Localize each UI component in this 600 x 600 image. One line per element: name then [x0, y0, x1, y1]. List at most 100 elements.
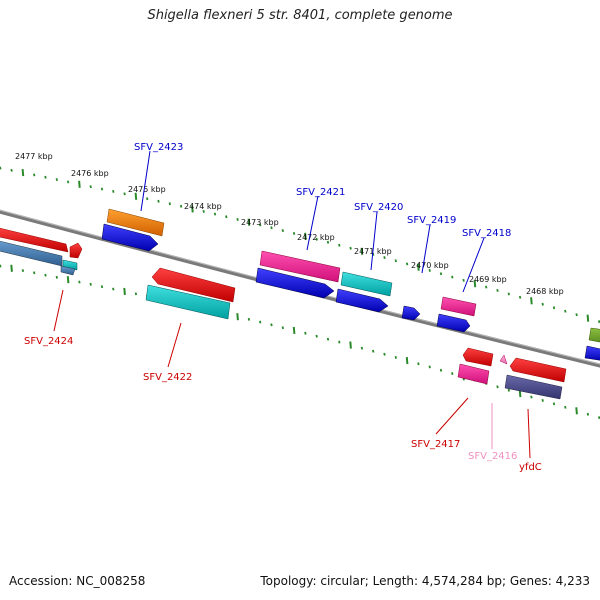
- minor-tick: [349, 246, 352, 250]
- minor-tick: [315, 334, 318, 338]
- kbp-label: 2474 kbp: [184, 202, 222, 211]
- minor-tick: [10, 168, 13, 172]
- gene-feature[interactable]: [145, 284, 231, 320]
- leader-line: [527, 408, 531, 459]
- gene-feature[interactable]: [436, 313, 471, 333]
- minor-tick: [225, 215, 228, 219]
- accession-text: Accession: NC_008258: [9, 574, 146, 588]
- minor-tick: [552, 306, 556, 310]
- kbp-label: 2468 kbp: [526, 287, 564, 296]
- minor-tick: [451, 372, 454, 376]
- minor-tick: [552, 402, 556, 406]
- minor-tick: [326, 337, 330, 341]
- gene-feature[interactable]: [106, 208, 165, 237]
- minor-tick: [518, 295, 522, 299]
- major-tick: [10, 264, 13, 272]
- gene-label[interactable]: SFV_2424: [24, 336, 73, 347]
- minor-tick: [66, 180, 70, 184]
- major-tick: [586, 314, 590, 322]
- major-tick: [292, 326, 296, 334]
- major-tick: [191, 205, 194, 213]
- major-tick: [78, 180, 81, 188]
- minor-tick: [507, 292, 510, 296]
- gene-label[interactable]: SFV_2422: [143, 372, 192, 383]
- gene-feature[interactable]: [588, 327, 600, 343]
- minor-tick: [0, 264, 2, 268]
- gene-feature[interactable]: [335, 288, 389, 313]
- major-tick: [134, 192, 138, 200]
- minor-tick: [236, 217, 239, 221]
- gene-feature[interactable]: [60, 265, 76, 276]
- minor-tick: [33, 173, 36, 177]
- minor-tick: [304, 331, 307, 335]
- minor-tick: [541, 398, 544, 402]
- gene-label[interactable]: SFV_2419: [407, 215, 456, 226]
- minor-tick: [394, 259, 397, 263]
- minor-tick: [100, 285, 104, 289]
- gene-feature[interactable]: [401, 305, 421, 321]
- minor-tick: [259, 320, 262, 324]
- leader-line: [53, 289, 64, 332]
- minor-tick: [541, 302, 544, 306]
- gene-label[interactable]: SFV_2420: [354, 202, 403, 213]
- minor-tick: [123, 192, 126, 196]
- gene-feature[interactable]: [584, 345, 600, 361]
- kbp-label: 2469 kbp: [469, 275, 507, 284]
- gene-feature[interactable]: [255, 267, 335, 299]
- minor-tick: [55, 178, 58, 182]
- minor-tick: [338, 340, 341, 344]
- outer-tick-track: [0, 166, 600, 324]
- gene-feature[interactable]: [462, 347, 494, 367]
- minor-tick: [394, 355, 397, 359]
- leader-line: [462, 237, 485, 293]
- minor-tick: [146, 197, 149, 201]
- minor-tick: [405, 262, 409, 266]
- gene-label[interactable]: SFV_2421: [296, 187, 345, 198]
- gene-label[interactable]: SFV_2423: [134, 142, 183, 153]
- gene-label[interactable]: SFV_2418: [462, 228, 511, 239]
- minor-tick: [485, 285, 488, 289]
- gene-feature[interactable]: [0, 227, 69, 253]
- gene-feature[interactable]: [101, 223, 159, 252]
- minor-tick: [157, 199, 160, 203]
- minor-tick: [315, 237, 318, 241]
- major-tick: [473, 280, 477, 288]
- gene-label[interactable]: yfdC: [519, 462, 542, 473]
- leader-line: [167, 322, 182, 368]
- gene-feature[interactable]: [440, 296, 477, 317]
- gene-feature[interactable]: [509, 357, 567, 383]
- leader-line: [435, 397, 469, 435]
- minor-tick: [270, 323, 273, 327]
- major-tick: [123, 287, 126, 295]
- minor-tick: [78, 280, 81, 284]
- minor-tick: [112, 287, 115, 291]
- minor-tick: [179, 204, 183, 208]
- gene-label[interactable]: SFV_2417: [411, 439, 460, 450]
- minor-tick: [44, 175, 47, 179]
- minor-tick: [292, 231, 296, 235]
- minor-tick: [428, 268, 431, 272]
- minor-tick: [451, 275, 454, 279]
- forward-genes: [0, 208, 600, 361]
- gene-feature[interactable]: [151, 267, 236, 303]
- minor-tick: [496, 288, 499, 292]
- minor-tick: [281, 229, 284, 233]
- minor-tick: [462, 278, 465, 282]
- gene-feature[interactable]: [457, 363, 490, 385]
- gene-feature[interactable]: [259, 250, 341, 283]
- gene-feature[interactable]: [340, 271, 393, 297]
- minor-tick: [439, 272, 443, 276]
- gene-label[interactable]: SFV_2416: [468, 451, 517, 462]
- minor-tick: [360, 346, 364, 350]
- minor-tick: [33, 271, 36, 275]
- minor-tick: [598, 320, 600, 324]
- minor-tick: [383, 352, 386, 356]
- gene-feature[interactable]: [504, 374, 563, 400]
- minor-tick: [213, 212, 217, 216]
- gene-feature[interactable]: [499, 354, 508, 365]
- minor-tick: [496, 385, 499, 389]
- major-tick: [405, 357, 409, 365]
- minor-tick: [586, 412, 590, 416]
- gene-feature[interactable]: [69, 242, 83, 259]
